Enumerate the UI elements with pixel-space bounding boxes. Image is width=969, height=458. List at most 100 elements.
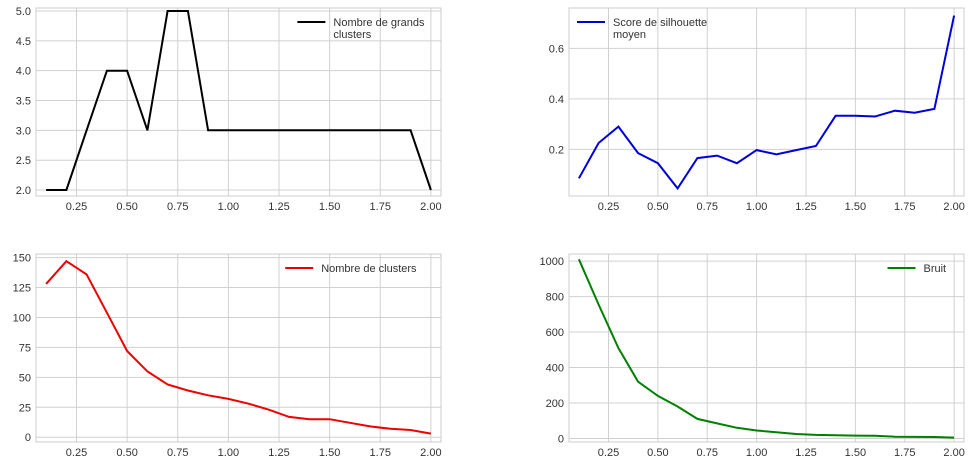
plot-frame — [35, 7, 442, 197]
y-tick-label: 50 — [19, 372, 31, 384]
chart-panel-1: 0.25 0.50 0.75 1.00 1.25 1.50 1.75 2.00 2.0 2.5 3.… — [16, 6, 442, 213]
data-point — [84, 128, 89, 133]
x-tick-label: 1.25 — [268, 201, 289, 213]
data-point — [715, 421, 720, 426]
data-point — [287, 414, 292, 419]
series-line — [578, 15, 956, 191]
data-point — [853, 433, 858, 438]
data-point — [813, 432, 818, 437]
y-tick-label: 600 — [546, 327, 564, 339]
x-tick-label: 2.00 — [943, 201, 964, 213]
data-point — [125, 68, 130, 73]
legend-label: Score de silhouette — [613, 17, 707, 29]
data-point — [84, 272, 89, 277]
y-tick-label: 2.5 — [16, 155, 31, 167]
x-tick-label: 1.25 — [795, 201, 816, 213]
x-tick-label: 0.25 — [598, 201, 619, 213]
y-tick-label: 25 — [19, 402, 31, 414]
y-tick-label: 5.0 — [16, 6, 31, 18]
y-tick-label: 125 — [13, 283, 31, 295]
x-tick-label: 0.25 — [66, 447, 87, 458]
y-tick-label: 800 — [546, 292, 564, 304]
y-tick-label: 150 — [13, 253, 31, 265]
data-point — [388, 426, 393, 431]
x-tick-label: 1.50 — [845, 447, 866, 458]
x-tick-label: 1.50 — [319, 447, 340, 458]
data-point — [368, 424, 373, 429]
y-tick-label: 0 — [25, 432, 31, 444]
data-point — [695, 156, 700, 161]
data-point — [794, 432, 799, 437]
data-point — [226, 396, 231, 401]
data-point — [307, 417, 312, 422]
data-point — [576, 257, 581, 262]
data-point — [774, 430, 779, 435]
data-point — [636, 379, 641, 384]
data-point — [754, 428, 759, 433]
plot-frame — [35, 253, 442, 443]
data-point — [912, 110, 917, 115]
data-point — [932, 435, 937, 440]
data-point — [774, 152, 779, 157]
data-point — [64, 259, 69, 264]
series-line — [45, 259, 432, 435]
x-tick-label: 1.00 — [746, 447, 767, 458]
x-tick-label: 1.25 — [795, 447, 816, 458]
x-tick-label: 0.25 — [598, 447, 619, 458]
data-point — [408, 128, 413, 133]
x-tick-label: 0.50 — [647, 201, 668, 213]
data-point — [185, 8, 190, 13]
x-tick-label: 0.50 — [647, 447, 668, 458]
x-tick-label: 0.75 — [697, 201, 718, 213]
y-tick-label: 1000 — [540, 256, 564, 268]
y-tick-label: 3.0 — [16, 125, 31, 137]
x-tick-label: 1.25 — [268, 447, 289, 458]
data-point — [226, 128, 231, 133]
data-point — [596, 302, 601, 307]
data-point — [104, 310, 109, 315]
chart-panel-3: 0.25 0.50 0.75 1.00 1.25 1.50 1.75 2.00 0 25 50 75 1… — [13, 253, 442, 458]
y-tick-label: 2.0 — [16, 185, 31, 197]
data-point — [327, 128, 332, 133]
x-tick-label: 1.75 — [894, 447, 915, 458]
data-point — [734, 425, 739, 430]
x-tick-label: 0.75 — [697, 447, 718, 458]
y-tick-label: 200 — [546, 398, 564, 410]
data-point — [368, 128, 373, 133]
y-tick-label: 3.5 — [16, 96, 31, 108]
data-point — [695, 416, 700, 421]
x-tick-label: 1.75 — [370, 447, 391, 458]
data-point — [44, 281, 49, 286]
y-tick-label: 0 — [558, 433, 564, 445]
data-point — [246, 128, 251, 133]
x-tick-label: 0.25 — [66, 201, 87, 213]
data-point — [145, 369, 150, 374]
data-point — [64, 188, 69, 193]
data-point — [44, 188, 49, 193]
x-tick-label: 2.00 — [420, 201, 441, 213]
data-point — [616, 124, 621, 129]
data-point — [912, 434, 917, 439]
data-point — [165, 8, 170, 13]
data-point — [655, 161, 660, 166]
plot-frame — [568, 7, 965, 197]
data-point — [428, 188, 433, 193]
data-point — [576, 176, 581, 181]
data-point — [655, 393, 660, 398]
x-tick-label: 1.00 — [218, 447, 239, 458]
y-tick-label: 75 — [19, 342, 31, 354]
data-point — [246, 401, 251, 406]
x-tick-label: 0.75 — [167, 447, 188, 458]
data-point — [715, 153, 720, 158]
y-tick-label: 0.2 — [549, 144, 564, 156]
x-tick-label: 2.00 — [420, 447, 441, 458]
y-tick-label: 100 — [13, 312, 31, 324]
data-point — [266, 128, 271, 133]
data-point — [892, 108, 897, 113]
data-point — [388, 128, 393, 133]
data-point — [616, 346, 621, 351]
data-point — [287, 128, 292, 133]
series-line — [577, 258, 955, 439]
